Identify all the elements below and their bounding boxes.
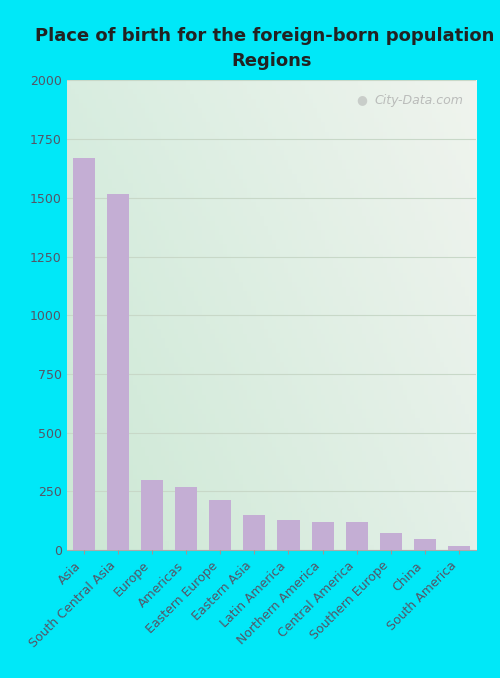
Text: City-Data.com: City-Data.com xyxy=(375,94,464,107)
Bar xyxy=(72,158,95,551)
Bar xyxy=(448,546,470,551)
Bar xyxy=(380,533,402,551)
Bar xyxy=(141,480,163,551)
Bar xyxy=(107,195,129,551)
Title: Place of birth for the foreign-born population -
Regions: Place of birth for the foreign-born popu… xyxy=(35,27,500,71)
Text: ●: ● xyxy=(357,94,368,106)
Bar xyxy=(414,539,436,551)
Bar xyxy=(278,520,299,551)
Bar xyxy=(312,522,334,551)
Bar xyxy=(346,523,368,551)
Bar xyxy=(209,500,232,551)
Bar xyxy=(175,487,197,551)
Bar xyxy=(244,515,266,551)
